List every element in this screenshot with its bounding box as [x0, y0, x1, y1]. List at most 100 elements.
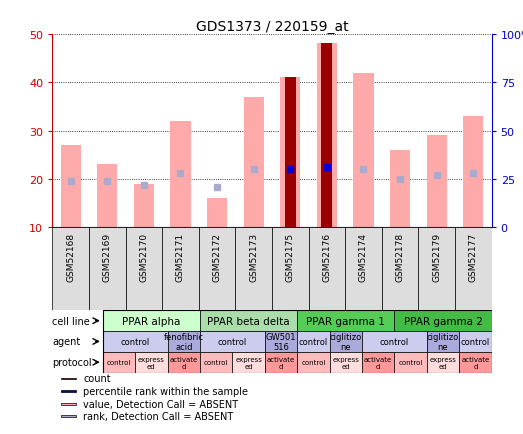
- Text: activate
d: activate d: [169, 356, 198, 369]
- Text: GSM52176: GSM52176: [322, 232, 332, 281]
- Text: express
ed: express ed: [333, 356, 359, 369]
- Bar: [309, 228, 345, 311]
- Text: GSM52169: GSM52169: [103, 232, 112, 281]
- Bar: [200, 311, 297, 331]
- Bar: [244, 98, 264, 228]
- Text: PPAR alpha: PPAR alpha: [122, 316, 180, 326]
- Bar: [297, 311, 394, 331]
- Text: activate
d: activate d: [267, 356, 295, 369]
- Bar: [265, 352, 297, 373]
- Text: ciglitizo
ne: ciglitizo ne: [427, 332, 459, 352]
- Bar: [103, 331, 167, 352]
- Text: cell line: cell line: [52, 316, 90, 326]
- Bar: [232, 352, 265, 373]
- Bar: [329, 331, 362, 352]
- Bar: [52, 228, 89, 311]
- Bar: [418, 228, 455, 311]
- Bar: [459, 352, 492, 373]
- Text: control: control: [299, 337, 328, 346]
- Text: PPAR gamma 2: PPAR gamma 2: [404, 316, 482, 326]
- Bar: [61, 403, 76, 404]
- Bar: [362, 331, 427, 352]
- Text: fenofibric
acid: fenofibric acid: [164, 332, 204, 352]
- Text: express
ed: express ed: [429, 356, 457, 369]
- Text: GSM52170: GSM52170: [139, 232, 149, 281]
- Bar: [126, 228, 162, 311]
- Bar: [280, 78, 300, 228]
- Bar: [170, 122, 190, 228]
- Bar: [362, 352, 394, 373]
- Bar: [459, 331, 492, 352]
- Text: express
ed: express ed: [138, 356, 165, 369]
- Title: GDS1373 / 220159_at: GDS1373 / 220159_at: [196, 20, 348, 34]
- Text: GSM52175: GSM52175: [286, 232, 295, 281]
- Text: count: count: [83, 374, 111, 384]
- Bar: [200, 352, 232, 373]
- Bar: [103, 311, 200, 331]
- Text: activate
d: activate d: [364, 356, 392, 369]
- Text: control: control: [121, 337, 150, 346]
- Text: control: control: [380, 337, 409, 346]
- Bar: [272, 228, 309, 311]
- Bar: [61, 390, 76, 392]
- Bar: [61, 415, 76, 417]
- Bar: [200, 331, 265, 352]
- Bar: [390, 151, 410, 228]
- Text: GW501
516: GW501 516: [266, 332, 296, 352]
- Bar: [463, 117, 483, 228]
- Text: agent: agent: [52, 337, 81, 347]
- Bar: [297, 352, 329, 373]
- Text: activate
d: activate d: [461, 356, 490, 369]
- Text: protocol: protocol: [52, 357, 92, 367]
- Text: rank, Detection Call = ABSENT: rank, Detection Call = ABSENT: [83, 411, 233, 421]
- Bar: [394, 311, 492, 331]
- Text: GSM52178: GSM52178: [395, 232, 405, 281]
- Bar: [321, 44, 332, 228]
- Bar: [199, 228, 235, 311]
- Bar: [427, 352, 459, 373]
- Bar: [235, 228, 272, 311]
- Bar: [167, 331, 200, 352]
- Text: percentile rank within the sample: percentile rank within the sample: [83, 386, 248, 396]
- Bar: [285, 78, 295, 228]
- Bar: [265, 331, 297, 352]
- Bar: [207, 199, 227, 228]
- Text: GSM52171: GSM52171: [176, 232, 185, 281]
- Bar: [103, 311, 492, 373]
- Text: express
ed: express ed: [235, 356, 262, 369]
- Bar: [354, 73, 373, 228]
- Bar: [427, 331, 459, 352]
- Text: GSM52168: GSM52168: [66, 232, 75, 281]
- Text: control: control: [399, 359, 423, 365]
- Bar: [167, 352, 200, 373]
- Bar: [297, 331, 329, 352]
- Text: control: control: [107, 359, 131, 365]
- Text: value, Detection Call = ABSENT: value, Detection Call = ABSENT: [83, 398, 238, 408]
- Bar: [97, 165, 117, 228]
- Bar: [134, 184, 154, 228]
- Text: control: control: [301, 359, 326, 365]
- Bar: [455, 228, 492, 311]
- Bar: [427, 136, 447, 228]
- Bar: [382, 228, 418, 311]
- Text: PPAR beta delta: PPAR beta delta: [207, 316, 290, 326]
- Bar: [61, 378, 76, 379]
- Bar: [162, 228, 199, 311]
- Text: GSM52174: GSM52174: [359, 232, 368, 281]
- Bar: [394, 352, 427, 373]
- Text: ciglitizo
ne: ciglitizo ne: [329, 332, 362, 352]
- Text: GSM52173: GSM52173: [249, 232, 258, 281]
- Bar: [345, 228, 382, 311]
- Text: GSM52179: GSM52179: [432, 232, 441, 281]
- Text: control: control: [218, 337, 247, 346]
- Bar: [317, 44, 337, 228]
- Text: PPAR gamma 1: PPAR gamma 1: [306, 316, 385, 326]
- Bar: [329, 352, 362, 373]
- Text: GSM52177: GSM52177: [469, 232, 478, 281]
- Text: GSM52172: GSM52172: [212, 232, 222, 281]
- Text: control: control: [204, 359, 229, 365]
- Bar: [61, 146, 81, 228]
- Bar: [135, 352, 167, 373]
- Bar: [89, 228, 126, 311]
- Text: control: control: [461, 337, 490, 346]
